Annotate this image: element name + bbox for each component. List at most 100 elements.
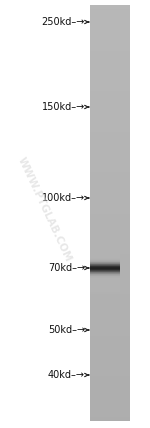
Bar	[90, 367, 130, 369]
Bar	[90, 60, 130, 62]
Bar	[90, 291, 120, 292]
Bar	[90, 221, 130, 223]
Bar	[90, 55, 130, 56]
Bar	[90, 254, 120, 255]
Bar	[90, 185, 130, 187]
Bar	[90, 360, 130, 363]
Bar	[90, 372, 130, 374]
Bar	[90, 253, 120, 254]
Bar	[90, 389, 130, 392]
Bar	[90, 262, 130, 264]
Bar	[90, 247, 120, 248]
Bar	[90, 277, 120, 278]
Bar	[90, 205, 130, 208]
Bar	[90, 412, 130, 413]
Bar	[90, 222, 130, 224]
Bar	[90, 366, 130, 368]
Bar	[90, 383, 130, 384]
Bar	[90, 279, 130, 281]
Bar	[90, 283, 130, 285]
Text: 70kd–→: 70kd–→	[48, 263, 85, 273]
Bar	[90, 297, 130, 299]
Bar	[90, 37, 130, 39]
Bar	[90, 117, 130, 119]
Bar	[90, 114, 130, 116]
Bar	[90, 357, 130, 358]
Bar	[90, 248, 120, 249]
Bar	[90, 212, 130, 214]
Bar	[90, 257, 130, 259]
Bar	[90, 339, 130, 340]
Bar	[90, 409, 130, 411]
Bar	[90, 5, 130, 7]
Bar	[90, 34, 130, 36]
Bar	[90, 48, 130, 50]
Bar	[90, 244, 130, 246]
Bar	[90, 21, 130, 24]
Bar	[90, 275, 120, 276]
Bar	[90, 284, 120, 285]
Bar	[90, 340, 130, 342]
Bar	[90, 288, 130, 291]
Bar	[90, 59, 130, 61]
Bar	[90, 265, 130, 267]
Bar	[90, 363, 130, 365]
Bar	[90, 140, 130, 143]
Bar	[90, 192, 130, 193]
Bar	[90, 160, 130, 162]
Bar	[90, 120, 130, 122]
Bar	[90, 249, 130, 250]
Bar	[90, 223, 130, 226]
Bar	[90, 68, 130, 71]
Bar	[90, 252, 120, 253]
Bar	[90, 416, 130, 418]
Bar	[90, 137, 130, 138]
Bar	[90, 282, 120, 283]
Bar	[90, 158, 130, 160]
Bar	[90, 272, 130, 274]
Bar	[90, 218, 130, 220]
Bar	[90, 145, 130, 147]
Bar	[90, 417, 130, 419]
Bar	[90, 287, 130, 289]
Bar	[90, 217, 130, 219]
Bar	[90, 101, 130, 102]
Bar	[90, 261, 120, 262]
Bar	[90, 323, 130, 325]
Bar	[90, 196, 130, 198]
Bar	[90, 203, 130, 205]
Bar	[90, 31, 130, 33]
Bar	[90, 275, 120, 276]
Bar	[90, 281, 120, 282]
Bar	[90, 287, 120, 288]
Bar	[90, 413, 130, 415]
Bar	[90, 268, 130, 270]
Bar	[90, 373, 130, 375]
Bar	[90, 250, 120, 251]
Bar	[90, 261, 130, 263]
Bar	[90, 377, 130, 379]
Bar	[90, 11, 130, 12]
Bar	[90, 248, 120, 249]
Bar	[90, 365, 130, 366]
Bar	[90, 294, 130, 296]
Bar	[90, 267, 120, 268]
Bar	[90, 168, 130, 170]
Bar	[90, 326, 130, 328]
Bar	[90, 190, 130, 192]
Bar	[90, 174, 130, 175]
Bar	[90, 166, 130, 167]
Bar	[90, 67, 130, 69]
Bar	[90, 143, 130, 145]
Bar	[90, 36, 130, 37]
Bar	[90, 58, 130, 59]
Bar	[90, 56, 130, 58]
Bar	[90, 285, 120, 286]
Bar	[90, 175, 130, 177]
Bar	[90, 269, 120, 270]
Bar	[90, 251, 130, 253]
Bar	[90, 47, 130, 48]
Bar	[90, 208, 130, 210]
Bar	[90, 259, 120, 260]
Bar	[90, 156, 130, 158]
